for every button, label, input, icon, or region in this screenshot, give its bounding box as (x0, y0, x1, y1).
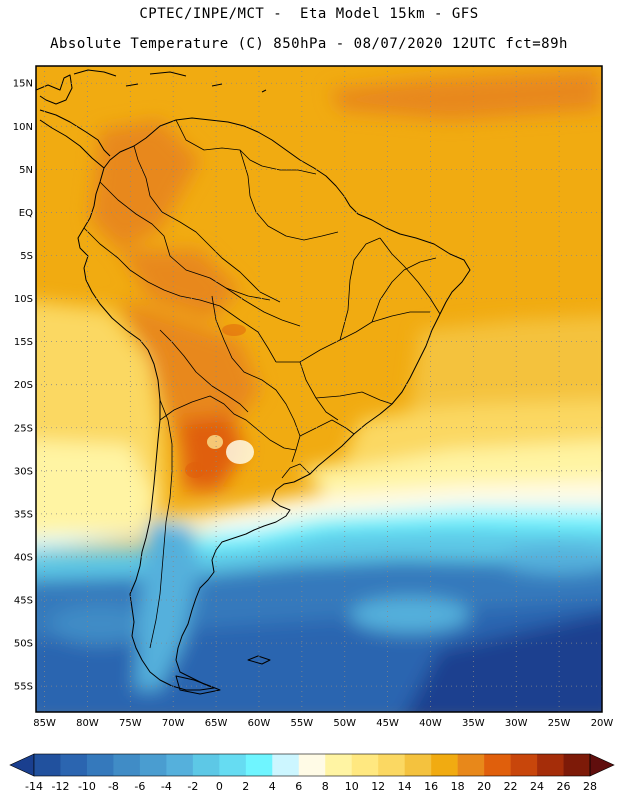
longitude-label: 65W (205, 718, 228, 729)
longitude-label: 85W (33, 718, 56, 729)
colorbar-label: -6 (134, 780, 145, 793)
colorbar-label: -4 (161, 780, 172, 793)
colorbar-label: 4 (269, 780, 276, 793)
latitude-labels: 15N 10N 5N EQ 5S 10S 15S 20S 25S 30S 35S 40S 45S 50S 5… (13, 79, 33, 693)
latitude-label: 20S (14, 380, 33, 391)
latitude-label: 40S (14, 552, 33, 563)
map-title-line-1: CPTEC/INPE/MCT - Eta Model 15km - GFS (139, 6, 479, 22)
longitude-label: 55W (291, 718, 314, 729)
colorbar-swatch (484, 754, 511, 776)
latitude-label: 55S (14, 682, 33, 693)
colorbar-label: -8 (108, 780, 119, 793)
colorbar-swatch (34, 754, 61, 776)
map-title-line-2: Absolute Temperature (C) 850hPa - 08/07/… (50, 36, 568, 52)
latitude-label: 25S (14, 423, 33, 434)
colorbar-label: -12 (51, 780, 69, 793)
colorbar-arrow-min (9, 753, 35, 777)
colorbar-swatch (113, 754, 141, 776)
longitude-label: 45W (376, 718, 399, 729)
colorbar-swatch (404, 754, 432, 776)
longitude-label: 20W (591, 718, 614, 729)
latitude-label: EQ (19, 208, 33, 219)
colorbar-frame (33, 753, 591, 777)
latitude-label: 15N (13, 79, 33, 90)
colorbar-swatch (298, 754, 326, 776)
colorbar-label: -2 (187, 780, 198, 793)
longitude-label: 25W (548, 718, 571, 729)
colorbar-label: 6 (295, 780, 302, 793)
colorbar-swatch (457, 754, 485, 776)
longitude-labels: 85W 80W 75W 70W 65W 60W 55W 50W 45W 40W 35W 30W 25W 2… (33, 718, 613, 729)
latitude-label: 50S (14, 639, 33, 650)
colorbar-label: 8 (322, 780, 329, 793)
longitude-label: 60W (248, 718, 271, 729)
longitude-label: 80W (76, 718, 99, 729)
temperature-colorbar (9, 753, 615, 777)
colorbar-label: 2 (242, 780, 249, 793)
colorbar-swatch (139, 754, 167, 776)
colorbar-label: 28 (583, 780, 597, 793)
latitude-label: 15S (14, 337, 33, 348)
colorbar-swatch (86, 754, 114, 776)
map-frame (35, 65, 603, 713)
latitude-label: 10N (13, 122, 33, 133)
colorbar-label: -10 (78, 780, 96, 793)
latitude-label: 45S (14, 596, 33, 607)
colorbar-swatch (537, 754, 564, 776)
colorbar-label: -14 (25, 780, 43, 793)
latitude-label: 30S (14, 466, 33, 477)
colorbar-swatch (272, 754, 300, 776)
colorbar-swatch (219, 754, 247, 776)
colorbar-label: 12 (371, 780, 385, 793)
colorbar-label: 20 (477, 780, 491, 793)
latitude-label: 5N (19, 165, 33, 176)
colorbar-swatch (325, 754, 353, 776)
latitude-label: 5S (20, 251, 33, 262)
colorbar-label: 16 (424, 780, 438, 793)
colorbar-label: 22 (504, 780, 518, 793)
colorbar-swatch (166, 754, 194, 776)
latitude-label: 35S (14, 509, 33, 520)
colorbar-swatch (192, 754, 220, 776)
colorbar-label: 14 (398, 780, 412, 793)
longitude-label: 50W (333, 718, 356, 729)
colorbar-swatch (510, 754, 538, 776)
colorbar-swatch (245, 754, 273, 776)
colorbar-label: 0 (216, 780, 223, 793)
colorbar-labels: -14 -12 -10 -8 -6 -4 -2 0 2 4 6 8 10 12 14 16 18 20 22 24 26… (25, 780, 597, 793)
longitude-label: 35W (462, 718, 485, 729)
longitude-label: 70W (162, 718, 185, 729)
colorbar-swatch (431, 754, 458, 776)
latitude-label: 10S (14, 294, 33, 305)
coastlines (36, 69, 471, 695)
colorbar-swatch (351, 754, 379, 776)
longitude-label: 30W (505, 718, 528, 729)
colorbar-label: 24 (530, 780, 544, 793)
temperature-field (36, 66, 602, 712)
longitude-label: 40W (419, 718, 442, 729)
colorbar-arrow-max (589, 753, 615, 777)
colorbar-label: 10 (345, 780, 359, 793)
colorbar-swatch (563, 754, 591, 776)
colorbar-label: 26 (557, 780, 571, 793)
colorbar-swatch (60, 754, 88, 776)
colorbar-label: 18 (451, 780, 465, 793)
longitude-label: 75W (119, 718, 142, 729)
colorbar-swatch (378, 754, 405, 776)
